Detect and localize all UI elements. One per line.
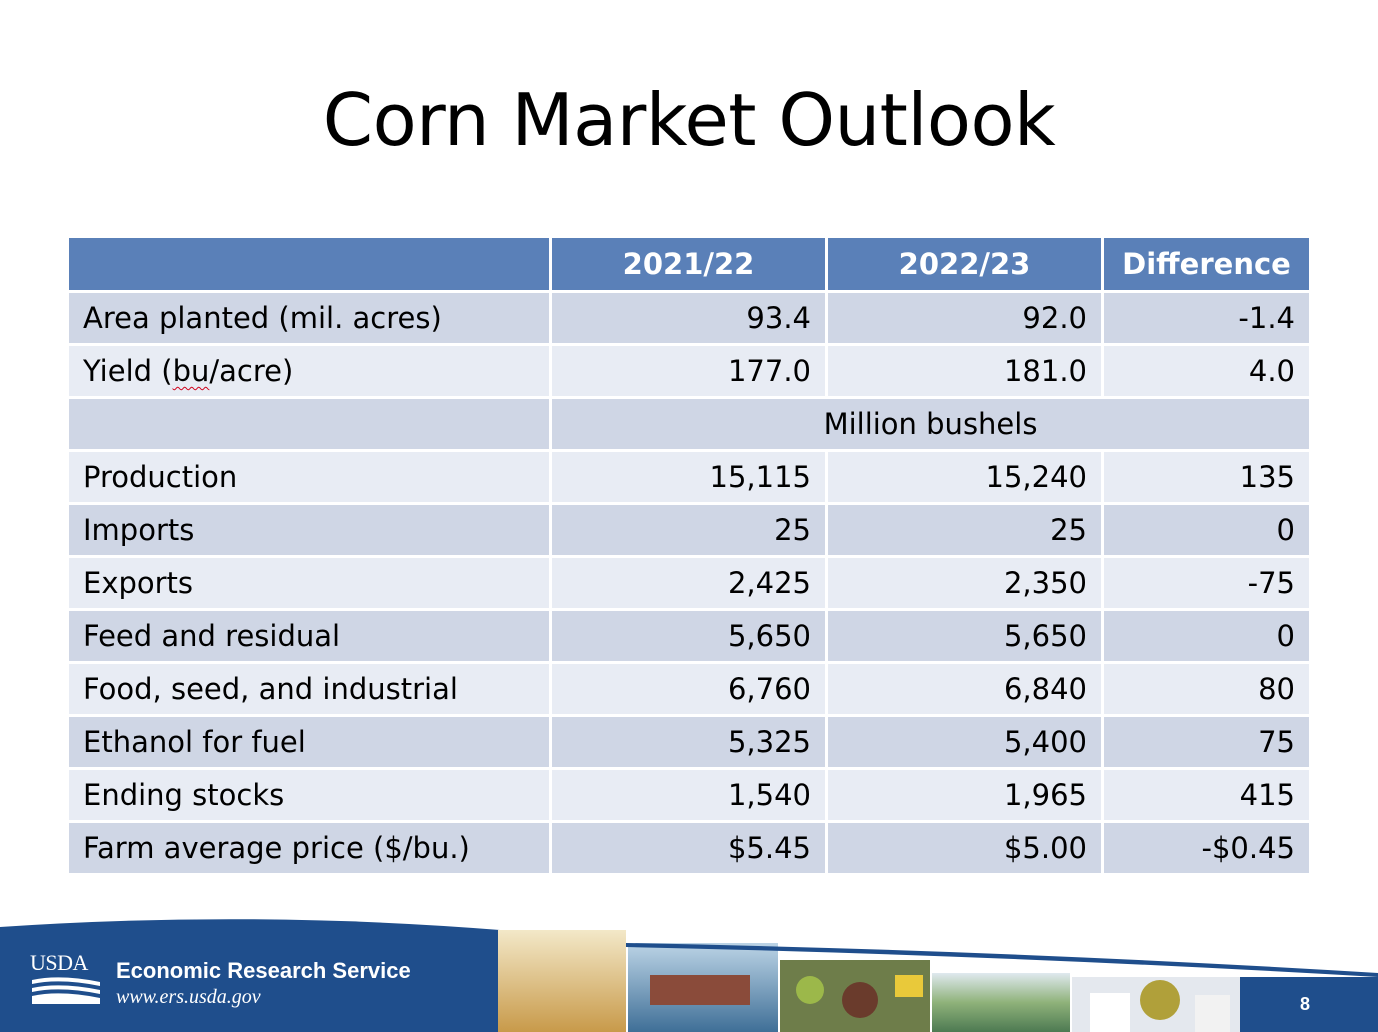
- page-number: 8: [1300, 994, 1311, 1014]
- table-row: Production 15,115 15,240 135: [66, 449, 1312, 505]
- table-row: Ending stocks 1,540 1,965 415: [66, 767, 1312, 823]
- value-2022-23: 5,400: [825, 714, 1104, 770]
- value-difference: 75: [1101, 714, 1312, 770]
- row-label: Yield (bu/acre): [66, 343, 552, 399]
- row-label-part: Yield (: [83, 354, 173, 388]
- table-header-row: 2021/22 2022/23 Difference: [66, 235, 1312, 293]
- header-2022-23: 2022/23: [825, 235, 1104, 293]
- row-label: Production: [66, 449, 552, 505]
- value-2021-22: 93.4: [549, 290, 828, 346]
- value-2021-22: 6,760: [549, 661, 828, 717]
- value-difference: -$0.45: [1101, 820, 1312, 876]
- row-label: Farm average price ($/bu.): [66, 820, 552, 876]
- value-difference: 135: [1101, 449, 1312, 505]
- table-row: Area planted (mil. acres) 93.4 92.0 -1.4: [66, 290, 1312, 346]
- table-row: Ethanol for fuel 5,325 5,400 75: [66, 714, 1312, 770]
- value-2021-22: 15,115: [549, 449, 828, 505]
- corn-outlook-table: 2021/22 2022/23 Difference Area planted …: [66, 235, 1312, 876]
- row-label: Ending stocks: [66, 767, 552, 823]
- org-url: www.ers.usda.gov: [116, 986, 261, 1008]
- slide-title: Corn Market Outlook: [322, 78, 1056, 162]
- value-difference: -1.4: [1101, 290, 1312, 346]
- row-label: Food, seed, and industrial: [66, 661, 552, 717]
- usda-logo-text: USDA: [30, 950, 88, 975]
- value-2022-23: 15,240: [825, 449, 1104, 505]
- value-difference: 0: [1101, 608, 1312, 664]
- table-row: Exports 2,425 2,350 -75: [66, 555, 1312, 611]
- value-2022-23: $5.00: [825, 820, 1104, 876]
- value-2021-22: 1,540: [549, 767, 828, 823]
- value-difference: 4.0: [1101, 343, 1312, 399]
- unit-row: Million bushels: [66, 396, 1312, 452]
- header-2021-22: 2021/22: [549, 235, 828, 293]
- table-row: Feed and residual 5,650 5,650 0: [66, 608, 1312, 664]
- value-2022-23: 5,650: [825, 608, 1104, 664]
- value-2021-22: 5,325: [549, 714, 828, 770]
- table-row: Farm average price ($/bu.) $5.45 $5.00 -…: [66, 820, 1312, 876]
- table-row: Yield (bu/acre) 177.0 181.0 4.0: [66, 343, 1312, 399]
- org-name: Economic Research Service: [116, 958, 411, 983]
- unit-row-blank: [66, 396, 552, 452]
- row-label-part: /acre): [209, 354, 294, 388]
- table-row: Food, seed, and industrial 6,760 6,840 8…: [66, 661, 1312, 717]
- value-2022-23: 2,350: [825, 555, 1104, 611]
- value-2022-23: 6,840: [825, 661, 1104, 717]
- unit-label: Million bushels: [549, 396, 1312, 452]
- header-difference: Difference: [1101, 235, 1312, 293]
- value-2021-22: $5.45: [549, 820, 828, 876]
- row-label: Exports: [66, 555, 552, 611]
- value-2022-23: 181.0: [825, 343, 1104, 399]
- row-label: Feed and residual: [66, 608, 552, 664]
- row-label-indented: Ethanol for fuel: [66, 714, 552, 770]
- row-label: Imports: [66, 502, 552, 558]
- usda-logo-icon: [32, 977, 100, 1004]
- footer-banner: [0, 905, 1378, 1032]
- table-row: Imports 25 25 0: [66, 502, 1312, 558]
- value-2022-23: 1,965: [825, 767, 1104, 823]
- value-2022-23: 92.0: [825, 290, 1104, 346]
- value-difference: 80: [1101, 661, 1312, 717]
- value-2021-22: 25: [549, 502, 828, 558]
- value-difference: 0: [1101, 502, 1312, 558]
- footer-artwork: [0, 919, 1378, 1032]
- value-2021-22: 2,425: [549, 555, 828, 611]
- value-2021-22: 5,650: [549, 608, 828, 664]
- value-2021-22: 177.0: [549, 343, 828, 399]
- header-blank: [66, 235, 552, 293]
- spellcheck-word: bu: [172, 354, 210, 388]
- value-difference: -75: [1101, 555, 1312, 611]
- value-difference: 415: [1101, 767, 1312, 823]
- value-2022-23: 25: [825, 502, 1104, 558]
- row-label: Area planted (mil. acres): [66, 290, 552, 346]
